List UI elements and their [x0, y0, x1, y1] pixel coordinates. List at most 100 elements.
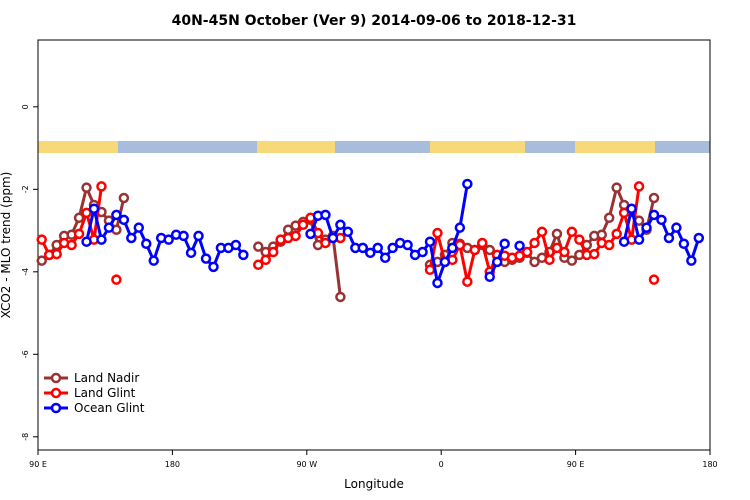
plot-frame: [37, 39, 711, 451]
data-point: [253, 259, 264, 271]
data-point: [648, 209, 660, 221]
data-point: [163, 234, 174, 245]
data-point: [618, 207, 630, 219]
data-point: [417, 246, 428, 258]
data-point: [566, 226, 578, 238]
data-point: [477, 237, 488, 249]
x-tick-label: 90 E: [29, 460, 47, 469]
data-point: [103, 222, 115, 233]
data-point: [596, 229, 607, 240]
data-point: [267, 246, 279, 258]
data-point: [320, 209, 331, 221]
data-point: [618, 236, 630, 247]
data-point: [387, 242, 398, 254]
data-point: [611, 182, 622, 193]
data-point: [693, 232, 705, 244]
land-ocean-strip: [38, 141, 710, 153]
x-axis-title: Longitude: [344, 477, 404, 491]
data-point: [432, 227, 443, 239]
data-point: [491, 256, 503, 268]
data-point: [290, 230, 301, 242]
data-point: [641, 222, 652, 233]
x-tick-label: 90 W: [296, 460, 317, 469]
x-tick-label: 180: [165, 460, 180, 469]
data-point: [51, 248, 62, 260]
data-point: [559, 246, 570, 258]
data-point: [536, 226, 548, 238]
data-point: [36, 234, 47, 245]
data-point: [514, 240, 525, 252]
data-point: [230, 239, 242, 251]
data-point: [185, 247, 197, 259]
data-point: [484, 244, 495, 256]
data-point: [603, 212, 615, 224]
data-point: [379, 252, 391, 264]
data-point: [178, 230, 189, 242]
data-point: [529, 237, 540, 249]
y-tick-label: -6: [21, 350, 30, 358]
legend-label: Land Glint: [74, 386, 136, 400]
y-tick-label: -4: [21, 268, 30, 276]
data-point: [111, 209, 122, 221]
data-point: [81, 236, 92, 247]
data-point: [193, 230, 204, 242]
data-point: [335, 291, 346, 303]
data-point: [648, 192, 660, 204]
data-point: [118, 214, 130, 226]
y-tick-label: 0: [21, 104, 30, 109]
data-point: [574, 234, 585, 245]
data-point: [589, 248, 600, 260]
chart-title: 40N-45N October (Ver 9) 2014-09-06 to 20…: [172, 13, 577, 29]
data-point: [462, 276, 473, 287]
data-point: [238, 249, 249, 261]
data-point: [118, 192, 130, 204]
data-point: [148, 255, 159, 266]
data-point: [81, 207, 92, 219]
data-point: [253, 241, 264, 252]
data-point: [200, 253, 212, 264]
data-point: [551, 242, 563, 254]
data-point: [111, 274, 122, 285]
data-point: [260, 254, 271, 266]
data-point: [566, 255, 578, 266]
x-tick-label: 180: [702, 460, 717, 469]
data-point: [73, 228, 85, 240]
data-point: [499, 238, 510, 250]
x-tick-label: 90 E: [567, 460, 585, 469]
data-point: [544, 254, 555, 266]
data-point: [686, 255, 697, 266]
data-point: [432, 277, 443, 289]
data-point: [402, 239, 413, 251]
data-point: [678, 238, 690, 250]
data-point: [633, 234, 645, 245]
data-point: [96, 234, 107, 245]
data-point: [656, 214, 667, 226]
data-point: [462, 178, 473, 190]
data-point: [73, 212, 85, 224]
y-tick-label: -8: [21, 433, 30, 441]
legend-marker: [50, 387, 62, 399]
data-point: [671, 222, 682, 233]
x-tick-label: 0: [439, 460, 444, 469]
y-tick-label: -2: [21, 185, 30, 193]
data-point: [372, 242, 383, 254]
data-point: [81, 182, 92, 193]
data-point: [521, 246, 533, 258]
data-point: [365, 247, 376, 259]
data-point: [88, 203, 100, 214]
data-point: [126, 232, 137, 244]
data-point: [551, 228, 563, 240]
data-point: [327, 232, 339, 244]
data-point: [141, 238, 152, 250]
data-point: [603, 239, 615, 251]
data-point: [611, 228, 622, 240]
legend-label: Land Nadir: [74, 371, 139, 385]
data-point: [469, 244, 481, 256]
data-point: [447, 242, 458, 254]
data-point: [36, 255, 47, 266]
legend-marker: [50, 372, 62, 384]
y-axis-title: XCO2 - MLO trend (ppm): [0, 172, 13, 319]
data-point: [133, 222, 145, 233]
data-point: [529, 256, 540, 268]
